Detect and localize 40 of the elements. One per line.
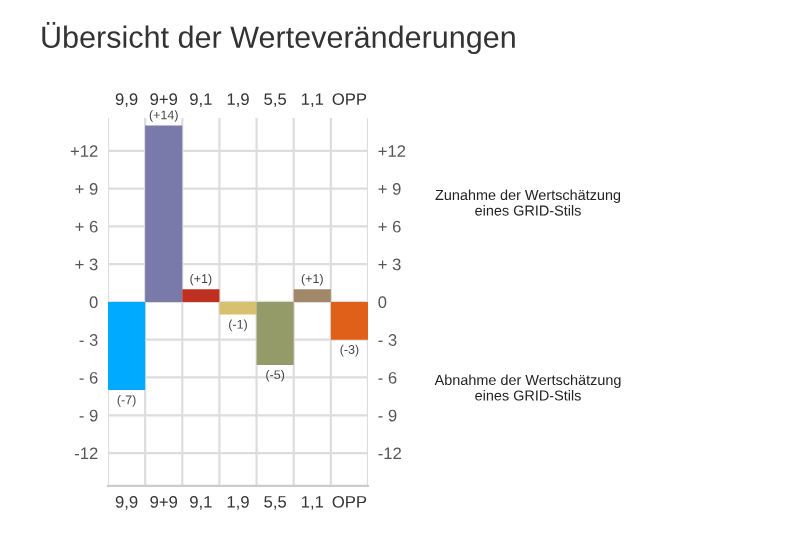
category-label: 5,5 (264, 93, 287, 107)
bar (293, 289, 331, 302)
x-tick-label: 9,1 (190, 495, 212, 510)
y-tick-label: + 3 (75, 258, 98, 271)
y2-tick-label: - 9 (378, 409, 397, 422)
y2-tick-label: 0 (378, 296, 387, 309)
y2-tick-label: - 3 (378, 334, 397, 346)
y2-tick-label: + 6 (378, 220, 401, 233)
bar (256, 301, 294, 365)
bar (182, 289, 220, 302)
y-tick-label: + 6 (75, 220, 98, 233)
x-tick-label: 9+9 (150, 495, 178, 508)
y2-tick-label: -12 (378, 447, 401, 460)
x-tick-label: 1,9 (227, 495, 249, 510)
y2-tick-label: + 3 (378, 258, 401, 271)
y-tick-label: +12 (70, 145, 98, 157)
category-label: OPP (332, 93, 367, 106)
bar (330, 301, 368, 340)
category-label: 9,1 (190, 93, 212, 107)
x-tick-label: 1,1 (301, 496, 324, 510)
y-tick-label: - 9 (79, 409, 98, 422)
bar (219, 301, 257, 315)
chart-title: Übersicht der Werteveränderungen (42, 22, 515, 55)
y-tick-label: -12 (74, 447, 98, 460)
x-tick-label: OPP (332, 495, 367, 508)
y2-tick-label: - 6 (378, 371, 397, 384)
x-tick-label: 5,5 (264, 496, 287, 510)
y-tick-label: + 9 (75, 182, 98, 195)
y2-tick-label: +12 (378, 145, 406, 157)
category-label: 9+9 (150, 93, 178, 106)
category-label: 1,9 (227, 93, 249, 107)
y-tick-label: - 3 (79, 334, 98, 346)
category-label: 9,9 (115, 93, 138, 107)
bar (108, 301, 146, 391)
y2-tick-label: + 9 (378, 182, 401, 195)
bar (145, 125, 183, 302)
y-tick-label: 0 (89, 296, 98, 309)
x-tick-label: 9,9 (115, 495, 138, 510)
y-tick-label: - 6 (79, 371, 98, 384)
category-label: 1,1 (301, 93, 324, 107)
